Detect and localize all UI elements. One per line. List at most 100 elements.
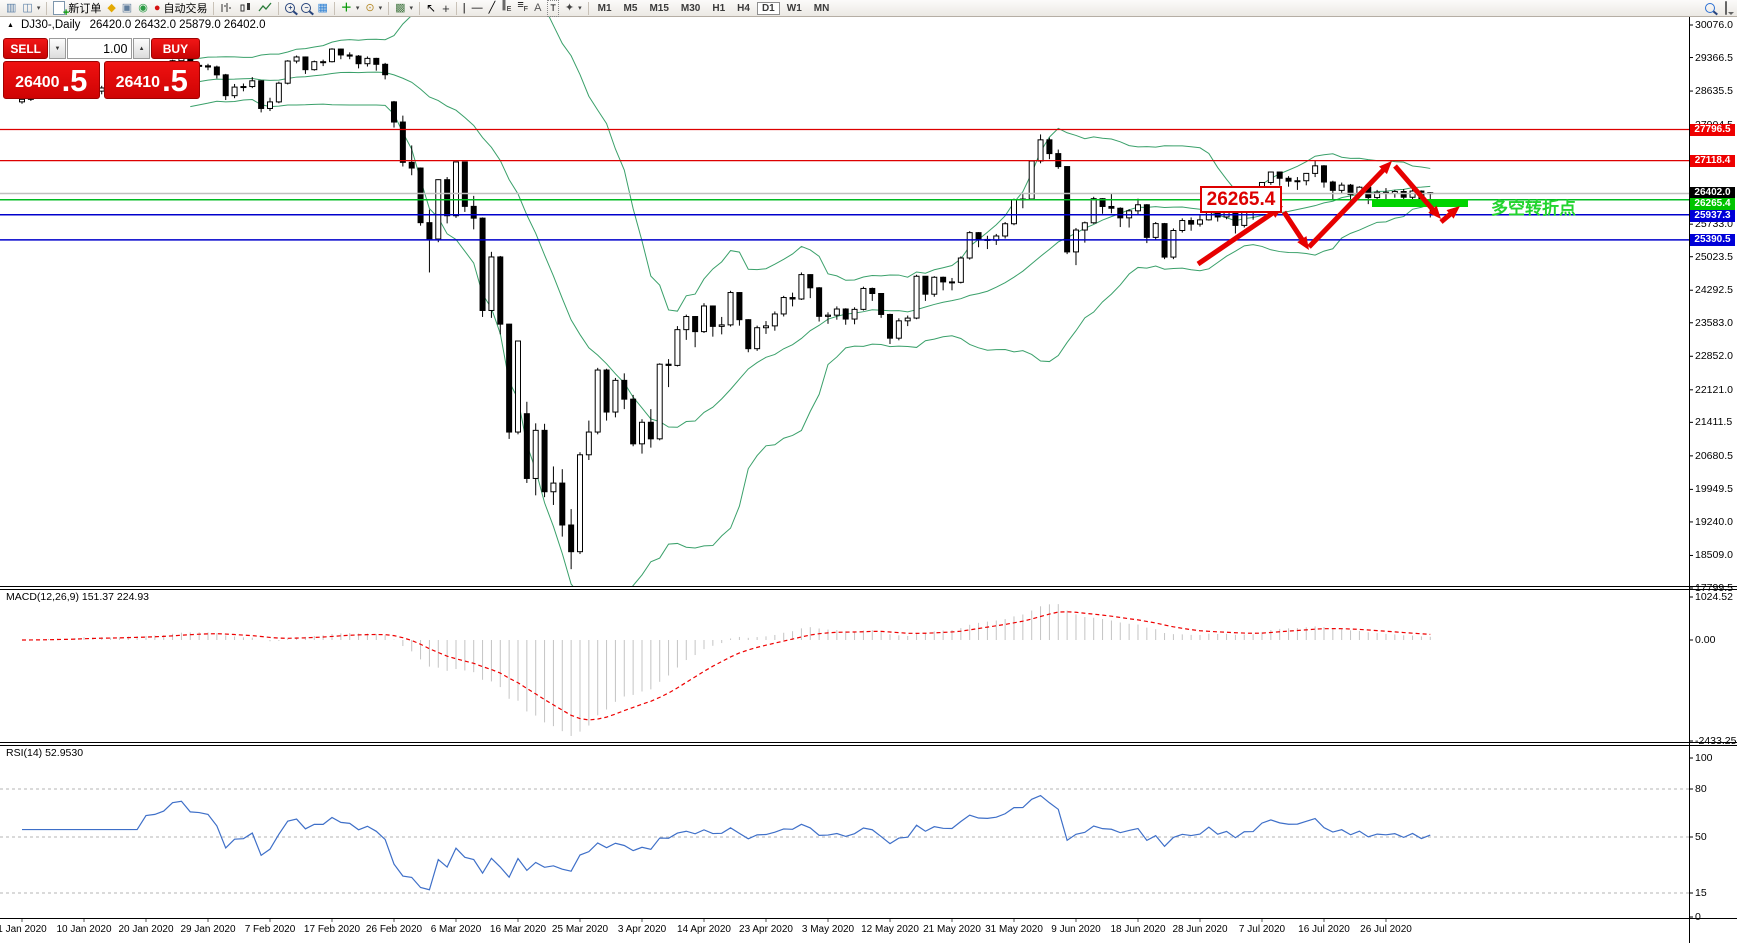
arrows-icon: ✦: [564, 1, 575, 14]
chat-button[interactable]: [1725, 1, 1727, 15]
support-zone-text: 多空转折点: [1491, 199, 1576, 218]
date-axis-label: 7 Jul 2020: [1238, 924, 1286, 935]
tile-windows-icon: ▦: [317, 1, 328, 14]
vline-tool[interactable]: |: [460, 1, 469, 16]
date-axis-label: 6 Mar 2020: [430, 924, 482, 935]
toolbar-separator: [587, 1, 589, 15]
rsi-label: RSI(14) 52.9530: [6, 747, 84, 759]
volume-decrease-button[interactable]: ▼: [49, 38, 66, 59]
sell-button[interactable]: SELL: [3, 38, 49, 59]
price-axis-label: 20680.5: [1695, 449, 1733, 462]
date-axis-label: 17 Feb 2020: [303, 924, 361, 935]
rsi-axis-label: 50: [1695, 831, 1707, 843]
date-axis-separator: [0, 918, 1737, 919]
bollinger-upper: [190, 17, 1431, 312]
chevron-down-icon: ▾: [378, 5, 383, 12]
macd-axis-label: 0.00: [1695, 634, 1716, 646]
metaeditor-icon: ◆: [107, 1, 116, 14]
price-axis-label: 29366.5: [1695, 51, 1733, 64]
date-axis-label: 7 Feb 2020: [244, 924, 296, 935]
vertical-line-icon: |: [462, 1, 466, 14]
terminal-button[interactable]: ▣: [119, 1, 135, 16]
cursor-tool[interactable]: ↖: [423, 1, 439, 16]
date-axis-label: 26 Jul 2020: [1360, 924, 1412, 935]
label-tool[interactable]: T: [544, 0, 562, 17]
date-axis-label: 14 Apr 2020: [677, 924, 731, 935]
rsi-axis-label: 15: [1695, 887, 1707, 899]
date-axis-label: 20 Jan 2020: [118, 924, 174, 935]
date-axis-label: 16 Jul 2020: [1298, 924, 1350, 935]
volume-increase-button[interactable]: ▲: [133, 38, 150, 59]
trendline-tool[interactable]: ╱: [486, 1, 499, 16]
bar-chart-button[interactable]: [217, 1, 236, 16]
zoom-out-button[interactable]: −: [298, 1, 314, 16]
zoom-in-button[interactable]: +: [282, 1, 298, 16]
text-tool[interactable]: A: [531, 1, 544, 16]
bollinger-lower: [190, 99, 1431, 586]
price-axis-label: 22121.0: [1695, 383, 1733, 396]
indicator-add-icon: ＋: [340, 1, 352, 14]
crosshair-tool[interactable]: +: [439, 1, 453, 16]
date-axis-label: 3 May 2020: [801, 924, 855, 935]
symbol-collapse-icon[interactable]: ▲: [7, 22, 14, 29]
metaeditor-button[interactable]: ◆: [104, 1, 118, 16]
arrows-tool[interactable]: ✦ ▾: [562, 1, 585, 16]
timeframe-d1[interactable]: D1: [756, 1, 780, 15]
timeframe-m30[interactable]: M30: [680, 2, 701, 14]
sell-price-frac: .5: [61, 63, 88, 98]
macd-axis-label: -2433.25: [1695, 735, 1737, 747]
periods-button[interactable]: ⊙ ▾: [362, 1, 385, 16]
macd-separator[interactable]: [0, 586, 1737, 587]
templates-button[interactable]: ▩ ▾: [392, 1, 416, 16]
buy-button[interactable]: BUY: [150, 38, 201, 59]
macd-panel: [21, 604, 1431, 736]
timeframe-h1[interactable]: H1: [712, 2, 726, 14]
search-icon: [1705, 3, 1715, 13]
timeframe-h4[interactable]: H4: [737, 2, 750, 14]
search-button[interactable]: [1705, 3, 1715, 13]
price-axis-label: 24292.5: [1695, 284, 1733, 297]
trendline-icon: ╱: [488, 1, 496, 14]
price-axis-label: 28635.5: [1695, 85, 1733, 98]
price-tag-label: 27118.4: [1690, 155, 1735, 167]
timeframe-w1[interactable]: W1: [786, 2, 802, 14]
chat-icon: [1725, 1, 1727, 15]
price-axis-label: 19240.0: [1695, 515, 1733, 528]
channel-tool[interactable]: ∥E: [498, 0, 514, 16]
auto-trading-button[interactable]: ● 自动交易: [151, 1, 211, 16]
tester-button[interactable]: ◉: [135, 1, 151, 16]
rsi-line: [22, 794, 1431, 891]
price-axis-label: 25023.5: [1695, 250, 1733, 263]
text-label-icon: T: [547, 0, 559, 17]
fibonacci-tool[interactable]: ≡F: [514, 0, 531, 16]
timeframe-m1[interactable]: M1: [597, 2, 612, 14]
timeframe-m15[interactable]: M15: [649, 2, 669, 14]
price-axis-label: 30076.0: [1695, 19, 1733, 31]
rsi-separator[interactable]: [0, 742, 1737, 743]
date-axis-label: 3 Apr 2020: [617, 924, 667, 935]
volume-input[interactable]: 1.00: [66, 38, 133, 59]
hline-tool[interactable]: —: [469, 1, 486, 16]
new-order-button[interactable]: + 新订单: [50, 1, 104, 19]
candlestick-series: [19, 48, 1434, 570]
line-chart-icon: [258, 2, 272, 12]
trend-arrow-head: [1446, 206, 1460, 219]
candle-chart-button[interactable]: [236, 1, 255, 16]
rsi-axis-label: 0: [1695, 911, 1701, 923]
line-chart-button[interactable]: [255, 1, 275, 16]
new-chart-button[interactable]: ▥: [3, 1, 19, 16]
timeframe-mn[interactable]: MN: [813, 2, 830, 14]
timeframe-m5[interactable]: M5: [623, 2, 638, 14]
sell-price-button[interactable]: 26400 .5: [3, 61, 100, 99]
indicators-button[interactable]: ＋ ▾: [338, 1, 363, 16]
toolbar-separator: [46, 1, 48, 15]
price-tag-label: 25390.5: [1690, 234, 1735, 246]
profiles-button[interactable]: ◫ ▾: [19, 1, 43, 16]
price-callout: 26265.4: [1200, 186, 1282, 213]
tile-windows-button[interactable]: ▦: [314, 1, 330, 16]
buy-price-button[interactable]: 26410 .5: [103, 61, 200, 99]
price-axis-label: 17799.5: [1695, 581, 1733, 594]
new-order-icon: +: [53, 1, 69, 19]
